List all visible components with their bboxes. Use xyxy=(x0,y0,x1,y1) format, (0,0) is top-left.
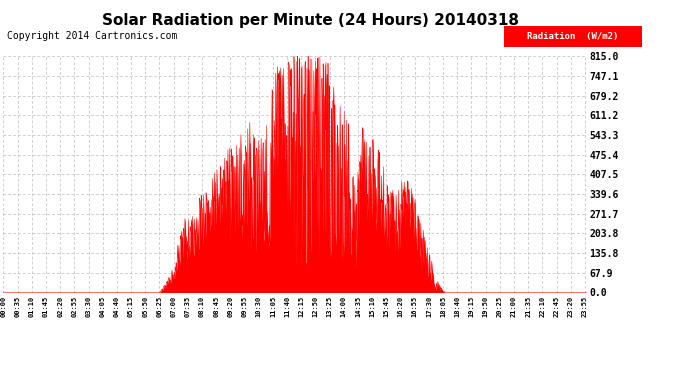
Text: Solar Radiation per Minute (24 Hours) 20140318: Solar Radiation per Minute (24 Hours) 20… xyxy=(102,13,519,28)
Text: Radiation  (W/m2): Radiation (W/m2) xyxy=(527,32,618,41)
Text: Copyright 2014 Cartronics.com: Copyright 2014 Cartronics.com xyxy=(7,32,177,41)
